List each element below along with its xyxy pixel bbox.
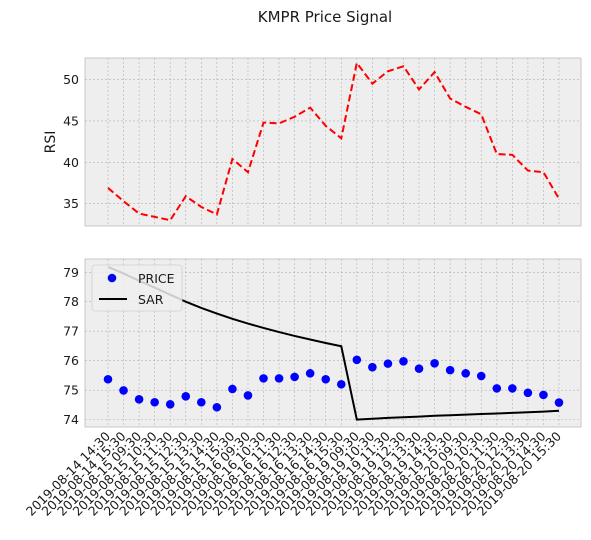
rsi-y-tick-label: 50	[63, 72, 79, 87]
price-point	[539, 390, 548, 400]
sar-series-group	[107, 266, 560, 421]
price-point	[119, 386, 128, 395]
rsi-series-group	[107, 60, 560, 222]
price-point	[103, 374, 113, 384]
price-point	[165, 400, 175, 409]
price-point	[368, 362, 377, 372]
chart-legend: PRICE SAR	[91, 264, 183, 312]
price-point	[290, 372, 299, 382]
price-point	[150, 397, 159, 407]
price-point	[430, 359, 439, 368]
price-point	[383, 359, 393, 368]
price-point	[243, 391, 253, 400]
price-point	[336, 379, 346, 389]
price-series-group	[103, 355, 564, 412]
price-point	[321, 374, 331, 384]
price-y-tick-label: 77	[63, 324, 79, 339]
price-point	[508, 384, 517, 393]
price-y-tick-label: 79	[63, 265, 79, 280]
price-point	[554, 398, 564, 407]
price-point	[181, 392, 191, 401]
price-point	[274, 374, 284, 383]
price-point	[134, 394, 144, 404]
price-point	[399, 356, 408, 366]
rsi-y-tick-label: 40	[63, 155, 79, 170]
rsi-line	[107, 60, 560, 222]
sar-line	[107, 266, 560, 421]
price-point	[197, 397, 206, 407]
rsi-y-tick-label: 45	[63, 113, 79, 128]
price-point	[445, 365, 455, 375]
legend-price-label: PRICE	[138, 271, 175, 286]
price-y-tick-label: 74	[63, 412, 79, 427]
rsi-horizontal-gridlines	[85, 79, 581, 204]
price-y-tick-labels: 74 75 76 77 78 79	[63, 265, 79, 427]
price-point	[414, 364, 424, 373]
rsi-panel: 35 40 45 50 RSI	[43, 57, 582, 227]
price-point	[228, 384, 237, 394]
rsi-y-tick-label: 35	[63, 196, 79, 211]
price-point	[523, 388, 533, 398]
rsi-plot-background	[84, 57, 582, 227]
price-point	[212, 402, 222, 412]
rsi-y-axis-label: RSI	[43, 131, 59, 154]
price-point	[305, 369, 315, 378]
rsi-vertical-gridlines	[107, 58, 560, 226]
chart-title: KMPR Price Signal	[258, 8, 392, 26]
price-point	[352, 355, 362, 365]
price-y-tick-label: 78	[63, 294, 79, 309]
price-point	[476, 371, 486, 381]
price-panel: 74 75 76 77 78 79 PRICE SAR 2019-08-14 14:302…	[23, 258, 582, 519]
price-y-tick-label: 75	[63, 383, 79, 398]
price-point	[492, 384, 502, 393]
legend-price-marker	[107, 273, 117, 283]
rsi-y-tick-labels: 35 40 45 50	[63, 72, 79, 211]
price-y-tick-label: 76	[63, 353, 79, 368]
legend-sar-label: SAR	[138, 292, 164, 307]
price-point	[259, 374, 268, 383]
price-point	[461, 369, 470, 378]
